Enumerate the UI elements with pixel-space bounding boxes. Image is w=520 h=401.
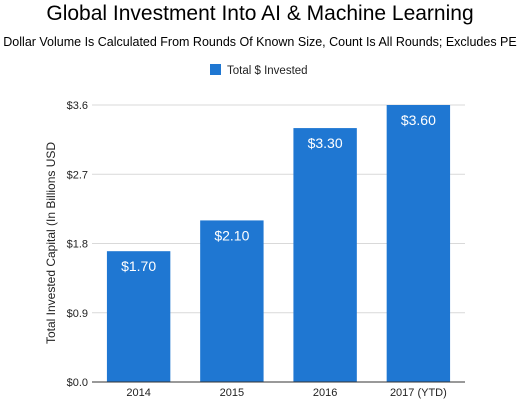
y-tick-label: $0.9 xyxy=(67,308,88,320)
bar-value-label: $3.30 xyxy=(308,135,343,151)
bar xyxy=(106,251,171,382)
bar-value-label: $3.60 xyxy=(401,112,436,128)
legend: Total $ Invested xyxy=(210,64,308,77)
y-axis-title: Total Invested Capital (In Billions USD xyxy=(44,142,58,344)
chart-subtitle: Dollar Volume Is Calculated From Rounds … xyxy=(3,35,516,49)
x-tick-label: 2016 xyxy=(313,387,337,399)
bars xyxy=(106,105,451,382)
data-labels: $1.70 $2.10 $3.30 $3.60 xyxy=(121,112,436,274)
chart-title: Global Investment Into AI & Machine Lear… xyxy=(46,2,473,25)
bar-value-label: $2.10 xyxy=(214,227,249,243)
legend-label: Total $ Invested xyxy=(227,65,308,77)
x-tick-label: 2014 xyxy=(126,387,150,399)
x-tick-label: 2017 (YTD) xyxy=(390,387,447,399)
x-tick-label: 2015 xyxy=(220,387,244,399)
y-tick-label: $0.0 xyxy=(67,377,88,389)
bar-value-label: $1.70 xyxy=(121,258,156,274)
y-tick-label: $1.8 xyxy=(67,239,88,251)
y-tick-label: $2.7 xyxy=(67,169,88,181)
bar xyxy=(200,220,264,382)
bar xyxy=(293,128,357,382)
legend-swatch xyxy=(210,64,221,75)
x-axis-ticks: 2014 2015 2016 2017 (YTD) xyxy=(126,387,446,399)
bar xyxy=(386,105,451,382)
y-axis-ticks: $0.0 $0.9 $1.8 $2.7 $3.6 xyxy=(67,100,88,389)
y-tick-label: $3.6 xyxy=(67,100,88,112)
